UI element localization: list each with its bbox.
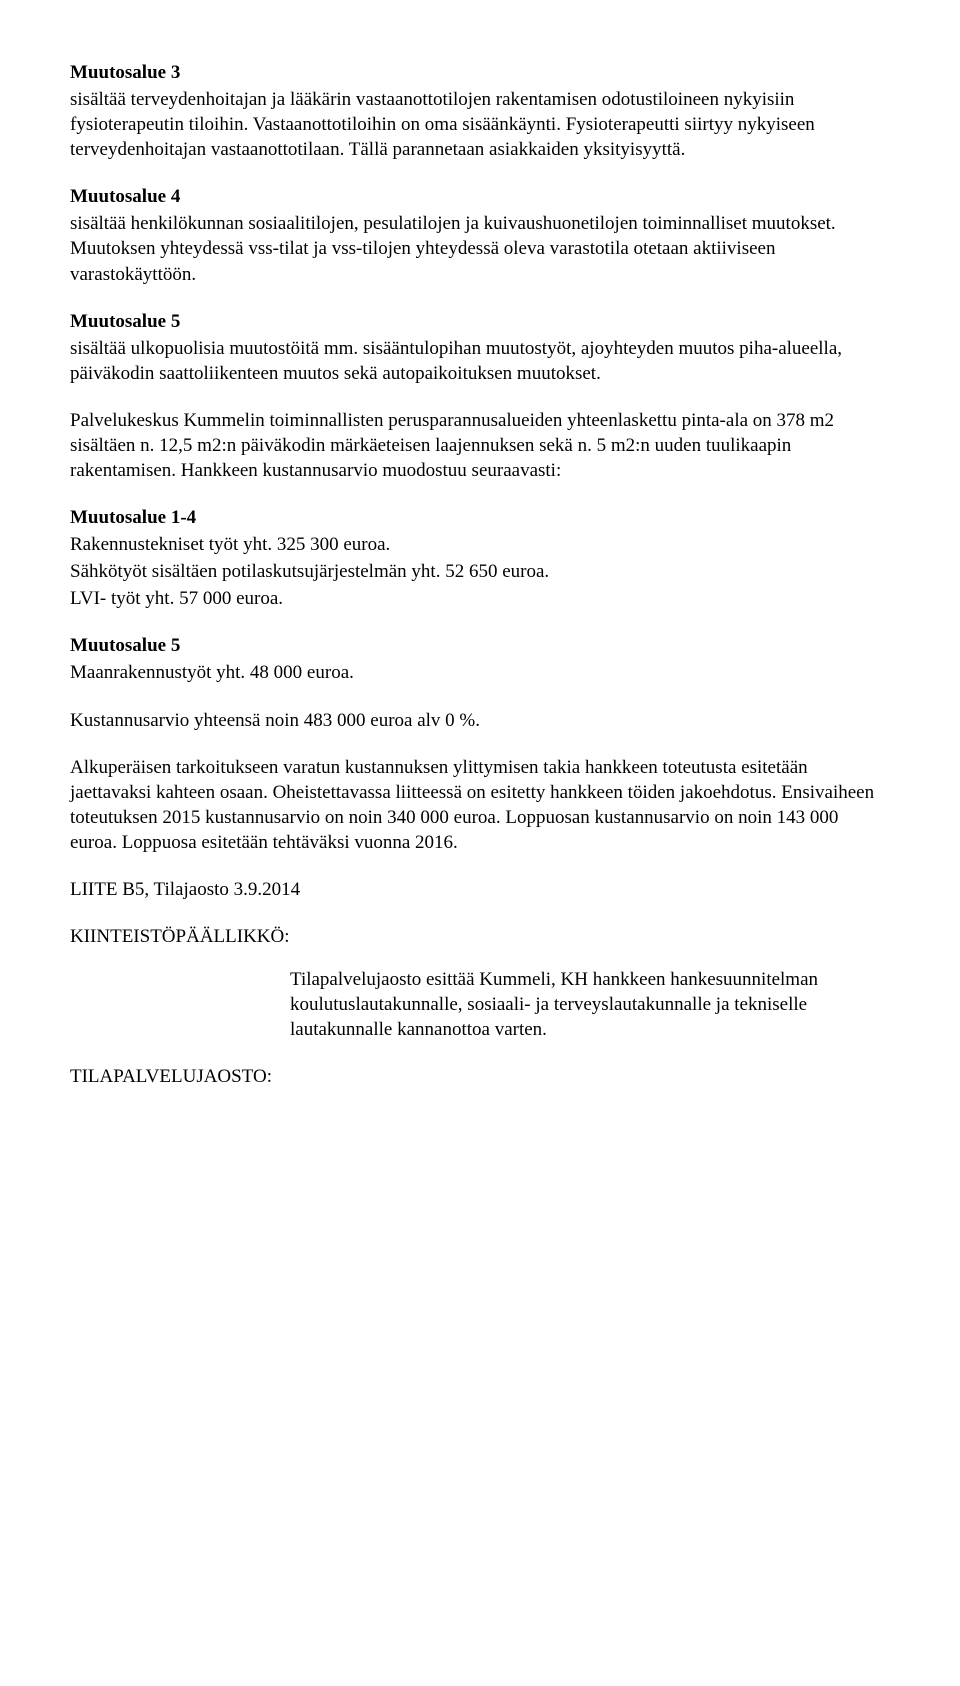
section-muutosalue-5: Muutosalue 5 sisältää ulkopuolisia muuto… [70, 309, 890, 386]
role-kiinteistopaallikko: KIINTEISTÖPÄÄLLIKKÖ: [70, 924, 890, 949]
paragraph-kustannusarvio: Kustannusarvio yhteensä noin 483 000 eur… [70, 708, 890, 733]
line-lvi: LVI- työt yht. 57 000 euroa. [70, 586, 890, 611]
section-muutosalue-5b: Muutosalue 5 Maanrakennustyöt yht. 48 00… [70, 633, 890, 685]
heading-muutosalue-5b: Muutosalue 5 [70, 633, 890, 658]
section-muutosalue-4: Muutosalue 4 sisältää henkilökunnan sosi… [70, 184, 890, 286]
line-maanrakennus: Maanrakennustyöt yht. 48 000 euroa. [70, 660, 890, 685]
paragraph-muutosalue-3: sisältää terveydenhoitajan ja lääkärin v… [70, 87, 890, 162]
paragraph-muutosalue-5: sisältää ulkopuolisia muutostöitä mm. si… [70, 336, 890, 386]
line-sahkotyot: Sähkötyöt sisältäen potilaskutsujärjeste… [70, 559, 890, 584]
heading-muutosalue-4: Muutosalue 4 [70, 184, 890, 209]
heading-muutosalue-5: Muutosalue 5 [70, 309, 890, 334]
paragraph-pinta-ala: Palvelukeskus Kummelin toiminnallisten p… [70, 408, 890, 483]
paragraph-alkuperaisen: Alkuperäisen tarkoitukseen varatun kusta… [70, 755, 890, 855]
line-rakennustekniset: Rakennustekniset työt yht. 325 300 euroa… [70, 532, 890, 557]
paragraph-tilapalvelujaosto-esittaa: Tilapalvelujaosto esittää Kummeli, KH ha… [290, 967, 890, 1042]
paragraph-liite: LIITE B5, Tilajaosto 3.9.2014 [70, 877, 890, 902]
heading-muutosalue-1-4: Muutosalue 1-4 [70, 505, 890, 530]
section-muutosalue-3: Muutosalue 3 sisältää terveydenhoitajan … [70, 60, 890, 162]
role-tilapalvelujaosto: TILAPALVELUJAOSTO: [70, 1064, 890, 1089]
heading-muutosalue-3: Muutosalue 3 [70, 60, 890, 85]
paragraph-muutosalue-4: sisältää henkilökunnan sosiaalitilojen, … [70, 211, 890, 286]
section-muutosalue-1-4: Muutosalue 1-4 Rakennustekniset työt yht… [70, 505, 890, 611]
